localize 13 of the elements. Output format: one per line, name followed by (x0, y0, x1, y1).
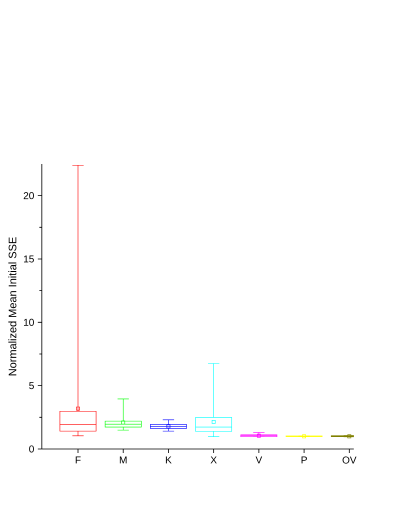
x-tick-label: P (302, 456, 307, 464)
y-tick-label: 20 (24, 192, 34, 200)
x-tick-label: V (256, 456, 262, 464)
x-tick-label: X (210, 456, 217, 464)
x-tick-label: F (76, 456, 81, 464)
x-tick-label: M (120, 456, 127, 464)
y-tick-label: 0 (29, 445, 34, 453)
x-tick-label: K (166, 456, 172, 464)
x-tick-label: OV (342, 456, 356, 464)
y-tick-label: 5 (29, 382, 34, 390)
y-tick-label: 15 (24, 256, 34, 262)
y-tick-label: 10 (24, 318, 34, 326)
y-axis-title: Normalized Mean Initial SSE (8, 237, 16, 376)
